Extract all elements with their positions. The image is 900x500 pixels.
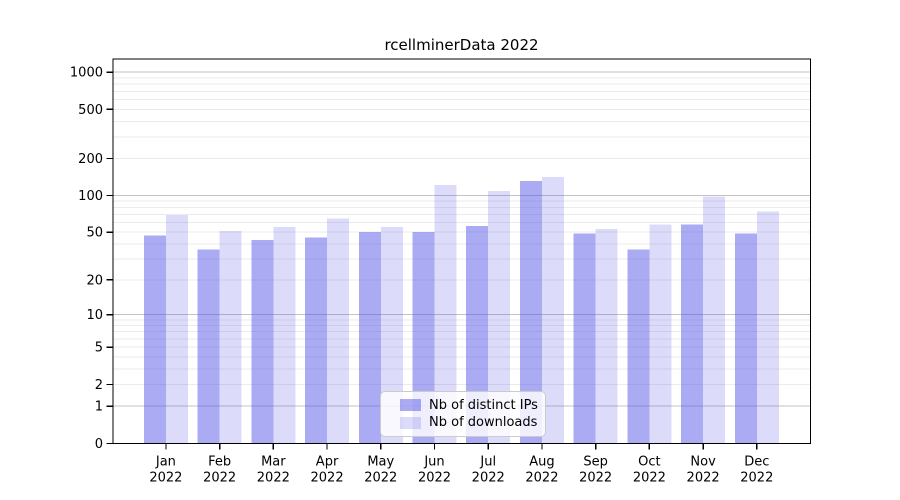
x-tick-label-month: Jan — [155, 455, 176, 470]
x-tick-label-month: Jun — [423, 455, 444, 470]
bar-downloads-sep — [595, 229, 618, 444]
x-tick-label-year: 2022 — [203, 471, 236, 486]
bar-distinct-ips-oct — [627, 249, 650, 444]
y-tick-label: 5 — [95, 341, 103, 356]
x-tick-label-year: 2022 — [687, 471, 720, 486]
y-tick-label: 1000 — [70, 66, 103, 81]
bar-distinct-ips-feb — [197, 249, 220, 444]
y-tick-label: 20 — [86, 273, 103, 288]
bar-distinct-ips-jun — [412, 232, 435, 444]
x-tick-label-year: 2022 — [418, 471, 451, 486]
y-tick-label: 1 — [95, 400, 103, 415]
bar-downloads-jul — [488, 190, 511, 444]
x-tick-label-month: Oct — [638, 455, 660, 470]
legend-item-distinct-ips: Nb of distinct IPs — [400, 398, 545, 413]
x-tick-label-year: 2022 — [740, 471, 773, 486]
bar-distinct-ips-jan — [143, 235, 166, 444]
bar-downloads-apr — [327, 218, 350, 444]
legend-label-downloads: Nb of downloads — [429, 415, 538, 431]
bar-downloads-feb — [219, 231, 242, 444]
x-tick-label-month: Feb — [208, 455, 231, 470]
bar-distinct-ips-dec — [734, 233, 757, 444]
bar-downloads-aug — [541, 176, 564, 444]
bar-distinct-ips-may — [358, 232, 381, 444]
legend: Nb of distinct IPs Nb of downloads — [380, 391, 546, 437]
x-tick-label-month: Dec — [744, 455, 769, 470]
x-tick-label-year: 2022 — [579, 471, 612, 486]
x-tick-label-month: Nov — [690, 455, 716, 470]
y-tick-label: 0 — [95, 437, 103, 452]
x-tick-label-month: Sep — [583, 455, 608, 470]
x-tick-label-year: 2022 — [311, 471, 344, 486]
x-tick-label-month: May — [367, 455, 394, 470]
bar-downloads-dec — [756, 211, 779, 444]
y-tick-label: 500 — [78, 103, 103, 118]
x-tick-label-year: 2022 — [633, 471, 666, 486]
bar-distinct-ips-aug — [519, 181, 542, 444]
bar-distinct-ips-nov — [681, 224, 704, 444]
x-tick-label-year: 2022 — [525, 471, 558, 486]
y-tick-label: 200 — [78, 152, 103, 167]
bar-distinct-ips-jul — [466, 226, 489, 444]
bar-downloads-mar — [273, 227, 296, 444]
y-tick-label: 100 — [78, 189, 103, 204]
x-tick-label-month: Aug — [529, 455, 554, 470]
plot-frame — [112, 58, 812, 445]
x-tick-label-year: 2022 — [472, 471, 505, 486]
bar-distinct-ips-sep — [573, 233, 596, 444]
y-tick-label: 10 — [86, 308, 103, 323]
x-tick-label-year: 2022 — [257, 471, 290, 486]
legend-swatch-downloads — [400, 416, 421, 429]
x-tick-label-month: Mar — [261, 455, 286, 470]
legend-swatch-distinct-ips — [400, 399, 421, 412]
bar-downloads-oct — [649, 224, 672, 444]
y-tick-label: 50 — [86, 226, 103, 241]
bar-distinct-ips-mar — [251, 240, 274, 444]
chart-title: rcellminerData 2022 — [384, 36, 539, 54]
bar-downloads-nov — [703, 196, 726, 444]
x-tick-label-year: 2022 — [149, 471, 182, 486]
y-tick-label: 2 — [95, 378, 103, 393]
bar-downloads-may — [380, 227, 403, 444]
legend-label-distinct-ips: Nb of distinct IPs — [429, 397, 538, 413]
x-tick-label-month: Apr — [316, 455, 339, 470]
bar-downloads-jan — [165, 215, 188, 444]
legend-item-downloads: Nb of downloads — [400, 415, 545, 430]
bar-downloads-jun — [434, 184, 457, 444]
bar-distinct-ips-apr — [305, 237, 328, 444]
x-tick-label-month: Jul — [479, 455, 496, 470]
x-tick-label-year: 2022 — [364, 471, 397, 486]
